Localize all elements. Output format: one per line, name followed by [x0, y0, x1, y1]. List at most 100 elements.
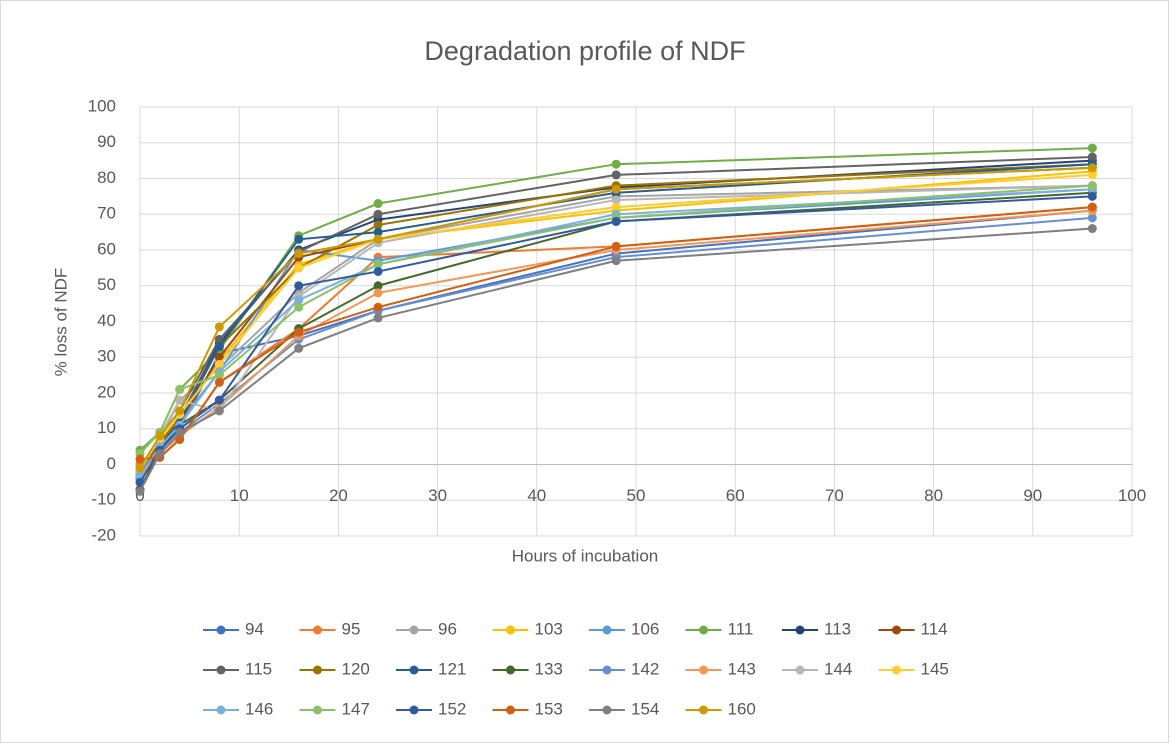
legend-label: 133 [535, 659, 563, 678]
legend-marker [795, 665, 805, 675]
y-tick-label: 60 [97, 239, 116, 258]
data-point [373, 234, 383, 244]
legend-item: 113 [782, 619, 851, 638]
x-tick-label: 100 [1118, 486, 1146, 505]
data-point [175, 384, 185, 394]
legend-marker [409, 665, 419, 675]
legend-item: 153 [492, 699, 563, 718]
legend-item: 94 [203, 619, 264, 638]
legend-label: 95 [342, 619, 361, 638]
legend-item: 147 [299, 699, 370, 718]
x-tick-label: 60 [726, 486, 745, 505]
data-point [214, 406, 224, 416]
series-line [139, 166, 1093, 469]
legend-marker [216, 665, 226, 675]
legend-marker [506, 705, 515, 715]
legend-label: 146 [245, 699, 273, 718]
legend-label: 113 [824, 619, 851, 638]
legend-item: 143 [685, 659, 756, 678]
data-point [294, 327, 304, 337]
data-point [175, 434, 185, 444]
data-point [1087, 202, 1097, 212]
data-point [214, 342, 224, 352]
legend-item: 120 [299, 659, 370, 678]
series [135, 163, 1097, 473]
data-point [1087, 213, 1097, 223]
data-point [611, 184, 621, 194]
y-axis-title: % loss of NDF [51, 268, 70, 377]
series-line [139, 184, 1093, 455]
x-tick-label: 40 [527, 486, 546, 505]
legend-label: 143 [728, 659, 756, 678]
data-point [214, 395, 224, 405]
data-point [294, 234, 304, 244]
legend-label: 111 [728, 619, 754, 638]
data-point [373, 227, 383, 237]
chart-title: Degradation profile of NDF [424, 36, 745, 66]
data-point [1087, 191, 1097, 201]
legend-item: 154 [589, 699, 659, 718]
data-point [294, 295, 304, 305]
series-line [139, 195, 1093, 483]
legend-marker [313, 625, 322, 635]
data-point [373, 209, 383, 219]
legend-item: 142 [589, 659, 659, 678]
data-point [373, 199, 383, 209]
legend-marker [409, 705, 419, 715]
series-line [139, 227, 1093, 492]
y-tick-label: 10 [97, 418, 116, 437]
legend-label: 144 [824, 659, 852, 678]
data-point [1087, 181, 1097, 191]
legend-item: 103 [492, 619, 563, 638]
legend-marker [602, 705, 612, 715]
x-axis-title: Hours of incubation [512, 546, 658, 565]
legend-item: 114 [878, 619, 948, 638]
data-point [611, 195, 621, 205]
legend-item: 111 [685, 619, 754, 638]
legend-marker [795, 625, 805, 635]
x-tick-label: 70 [825, 486, 844, 505]
legend-marker [313, 705, 322, 715]
data-point [294, 281, 304, 291]
data-point [373, 266, 383, 276]
legend-item: 145 [878, 659, 949, 678]
data-point [373, 281, 383, 291]
legend-item: 115 [203, 659, 272, 678]
data-point [294, 249, 304, 259]
legend-item: 133 [492, 659, 563, 678]
data-point [1087, 143, 1097, 153]
y-tick-label: 70 [97, 204, 116, 223]
legend-label: 94 [245, 619, 264, 638]
legend-item: 160 [685, 699, 756, 718]
data-point [175, 427, 185, 437]
data-point [373, 302, 383, 312]
legend-marker [409, 625, 419, 635]
legend-marker [506, 665, 515, 675]
y-tick-label: 40 [97, 311, 116, 330]
legend-label: 115 [245, 659, 272, 678]
legend-marker [506, 625, 515, 635]
legend-item: 106 [589, 619, 659, 638]
data-point [214, 322, 224, 332]
legend-marker [216, 625, 226, 635]
y-tick-label: 0 [107, 454, 116, 473]
data-point [373, 220, 383, 230]
data-point [135, 454, 145, 464]
data-point [373, 288, 383, 298]
legend-marker [699, 705, 708, 715]
data-point [1087, 152, 1097, 162]
data-point [373, 259, 383, 269]
x-tick-label: 90 [1023, 486, 1042, 505]
y-tick-label: 80 [97, 168, 116, 187]
legend-label: 120 [342, 659, 370, 678]
data-point [294, 343, 304, 353]
legend-marker [892, 665, 901, 675]
legend-marker [216, 705, 226, 715]
legend-item: 121 [396, 659, 466, 678]
y-tick-label: -20 [91, 525, 116, 544]
legend-label: 114 [921, 619, 948, 638]
y-tick-label: 50 [97, 275, 116, 294]
legend-label: 96 [438, 619, 457, 638]
y-tick-label: -10 [91, 490, 116, 509]
legend-marker [602, 625, 612, 635]
